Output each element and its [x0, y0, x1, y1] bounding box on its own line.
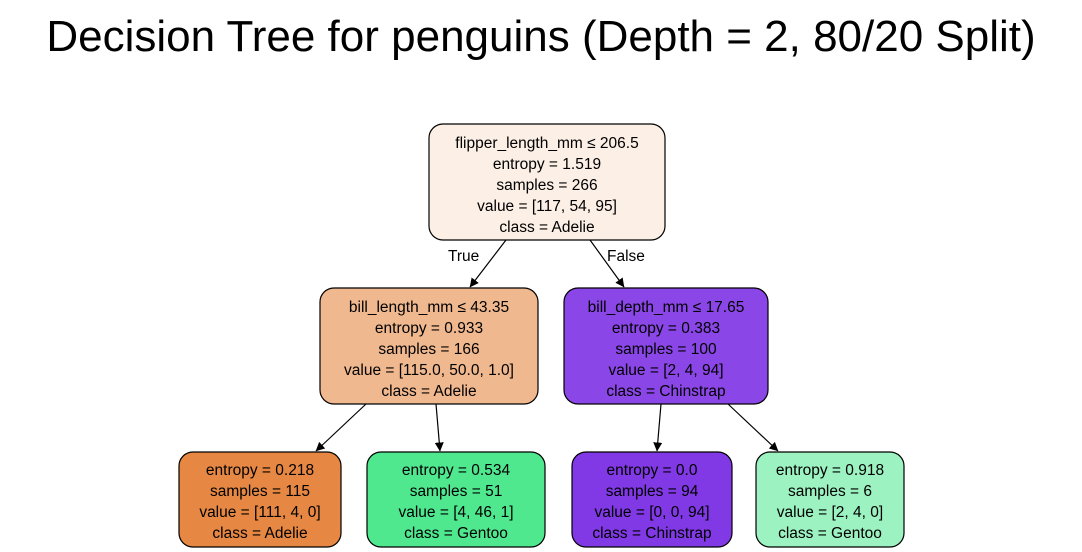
node-leaf3-box [571, 451, 733, 548]
node-root-line-1: entropy = 1.519 [493, 156, 601, 173]
node-leaf2-line-2: value = [4, 46, 1] [398, 504, 513, 521]
node-leaf3-line-3: class = Chinstrap [592, 525, 711, 542]
node-root-line-2: samples = 266 [496, 177, 597, 194]
edge-label-false: False [607, 248, 645, 265]
node-root-line-0: flipper_length_mm ≤ 206.5 [455, 135, 638, 152]
node-right-line-3: value = [2, 4, 94] [608, 362, 723, 379]
edge-root-right [589, 239, 625, 288]
node-leaf3-line-0: entropy = 0.0 [607, 462, 698, 479]
node-right-line-0: bill_depth_mm ≤ 17.65 [588, 299, 745, 316]
node-left-box [319, 287, 539, 405]
node-leaf4-box [755, 451, 905, 548]
node-leaf3-line-2: value = [0, 0, 94] [594, 504, 709, 521]
edge-left-leaf1 [315, 403, 367, 452]
node-leaf3-line-1: samples = 94 [606, 483, 699, 500]
node-leaf4: entropy = 0.918 samples = 6 value = [2, … [755, 451, 905, 548]
node-right-line-1: entropy = 0.383 [612, 320, 720, 337]
node-right-line-2: samples = 100 [615, 341, 717, 358]
node-right: bill_depth_mm ≤ 17.65 entropy = 0.383 sa… [563, 287, 769, 405]
edge-right-leaf3 [653, 403, 663, 452]
edge-right-leaf4 [727, 403, 779, 452]
node-leaf4-line-2: value = [2, 4, 0] [777, 504, 883, 521]
node-root-line-3: value = [117, 54, 95] [477, 198, 617, 215]
node-leaf1-line-1: samples = 115 [210, 483, 310, 500]
edge-root-left [469, 239, 507, 288]
node-leaf2-line-0: entropy = 0.534 [402, 462, 511, 479]
node-leaf1-line-0: entropy = 0.218 [206, 462, 314, 479]
node-root-line-4: class = Adelie [499, 219, 594, 236]
node-right-line-4: class = Chinstrap [606, 383, 725, 400]
node-leaf2: entropy = 0.534 samples = 51 value = [4,… [366, 451, 546, 548]
node-leaf4-line-3: class = Gentoo [778, 525, 882, 542]
node-left-line-3: value = [115.0, 50.0, 1.0] [344, 362, 514, 379]
edge-label-true: True [448, 248, 479, 265]
node-leaf1-box [178, 451, 342, 548]
node-leaf4-line-0: entropy = 0.918 [776, 462, 884, 479]
node-left-line-0: bill_length_mm ≤ 43.35 [349, 299, 509, 316]
node-leaf2-line-3: class = Gentoo [404, 525, 508, 542]
node-root-box [428, 123, 666, 241]
node-leaf1: entropy = 0.218 samples = 115 value = [1… [178, 451, 342, 548]
node-leaf1-line-3: class = Adelie [212, 525, 307, 542]
node-leaf1-line-2: value = [111, 4, 0] [199, 504, 320, 521]
edge-left-leaf2 [434, 403, 444, 452]
node-leaf4-line-1: samples = 6 [788, 483, 872, 500]
node-leaf3: entropy = 0.0 samples = 94 value = [0, 0… [571, 451, 733, 548]
node-leaf2-line-1: samples = 51 [410, 483, 503, 500]
node-left-line-1: entropy = 0.933 [375, 320, 483, 337]
node-leaf2-box [366, 451, 546, 548]
node-left-line-2: samples = 166 [378, 341, 479, 358]
diagram-title: Decision Tree for penguins (Depth = 2, 8… [46, 12, 1036, 61]
node-root: flipper_length_mm ≤ 206.5 entropy = 1.51… [428, 123, 666, 241]
node-left: bill_length_mm ≤ 43.35 entropy = 0.933 s… [319, 287, 539, 405]
node-right-box [563, 287, 769, 405]
node-left-line-4: class = Adelie [381, 383, 476, 400]
